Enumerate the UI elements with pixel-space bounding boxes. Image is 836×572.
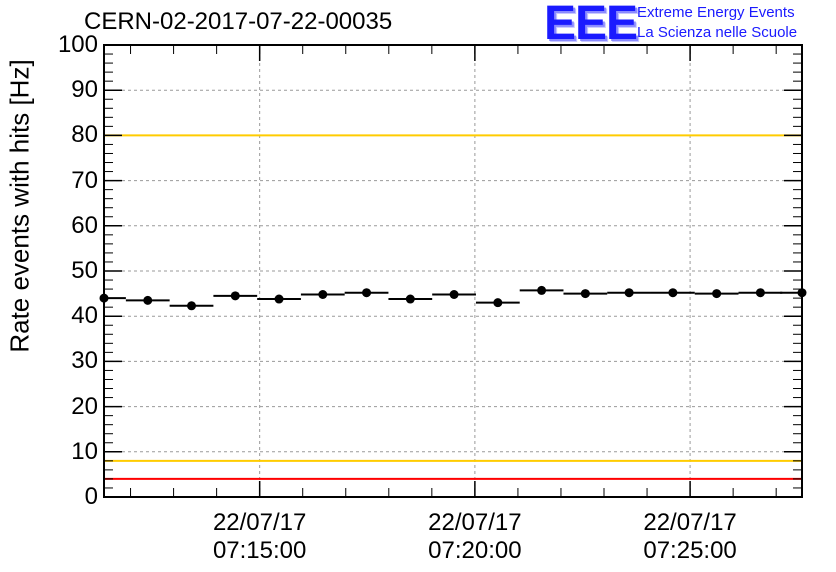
y-tick-label: 40 [71, 302, 98, 330]
data-point [493, 298, 503, 308]
y-tick-label: 0 [84, 483, 98, 510]
y-tick-label: 80 [71, 121, 98, 149]
data-point [318, 290, 328, 300]
data-points [99, 285, 807, 311]
data-point [668, 288, 678, 298]
x-tick-date: 22/07/17 [212, 509, 307, 536]
data-point [755, 288, 765, 298]
x-tick-time: 07:25:00 [643, 537, 737, 564]
reference-lines [104, 44, 802, 480]
y-axis-label: Rate events with hits [Hz] [4, 59, 35, 353]
y-tick-label: 70 [71, 166, 98, 194]
data-point [712, 289, 722, 299]
y-tick-label: 90 [71, 76, 98, 104]
x-tick-time: 07:20:00 [428, 537, 522, 564]
data-point [449, 290, 459, 300]
data-point [187, 301, 197, 311]
logo-line-1: Extreme Energy Events [637, 4, 795, 21]
y-tick-label: 20 [71, 392, 98, 420]
y-tick-label: 30 [71, 347, 98, 375]
x-tick-time: 07:15:00 [212, 537, 307, 564]
data-point [230, 291, 240, 301]
logo-line-2: La Scienza nelle Scuole [637, 24, 798, 41]
eee-logo: EEE Extreme Energy Events La Scienza nel… [544, 0, 834, 50]
x-tick-label: 22/07/17 07:15:00 [190, 509, 330, 565]
data-point [405, 294, 415, 304]
y-tick-label: 100 [57, 31, 98, 58]
x-tick-label: 22/07/17 07:25:00 [620, 509, 760, 565]
data-point [362, 288, 372, 298]
x-tick-date: 22/07/17 [643, 509, 737, 536]
logo-letters: EEE [544, 0, 638, 50]
chart-title: CERN-02-2017-07-22-00035 [84, 8, 393, 35]
data-point [580, 289, 590, 299]
y-tick-label: 50 [71, 257, 98, 284]
y-tick-label: 60 [71, 211, 98, 239]
data-point [274, 294, 284, 304]
data-point [537, 285, 547, 295]
grid-lines [104, 45, 802, 497]
x-tick-label: 22/07/17 07:20:00 [405, 509, 545, 565]
plot-frame [103, 44, 803, 498]
y-tick-label: 10 [71, 437, 98, 465]
x-tick-date: 22/07/17 [428, 509, 522, 536]
data-point [143, 295, 153, 305]
data-point [624, 288, 634, 298]
